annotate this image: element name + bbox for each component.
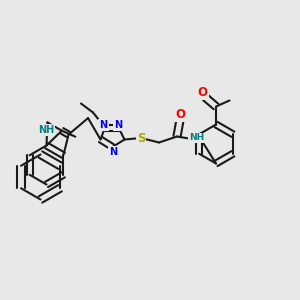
Text: NH: NH <box>189 134 204 142</box>
Text: O: O <box>175 108 185 121</box>
Text: S: S <box>137 131 145 145</box>
Text: N: N <box>99 120 108 130</box>
Text: N: N <box>109 147 117 158</box>
Text: NH: NH <box>38 125 54 135</box>
Text: N: N <box>114 120 123 130</box>
Text: O: O <box>197 85 208 99</box>
